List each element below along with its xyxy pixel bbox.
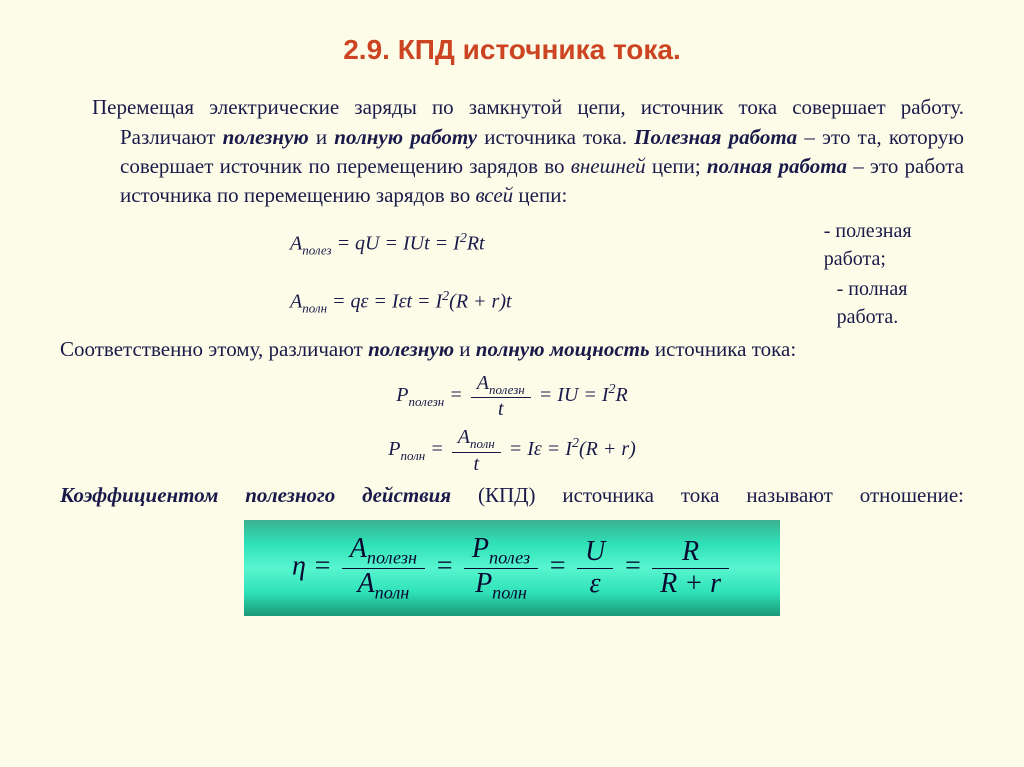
subscript: полезн [367, 548, 417, 568]
equation-full-power: Pполн = Aполн t = Iε = I2(R + r) [60, 426, 964, 474]
expr: = I [368, 291, 398, 313]
text: источника тока: [650, 337, 797, 361]
expr: = I [542, 438, 572, 460]
var: P [475, 568, 492, 599]
text: цепи; [646, 154, 707, 178]
var: A [350, 533, 367, 564]
var: U [577, 537, 613, 569]
text: полная работа [707, 154, 847, 178]
fraction: Aполезн t [471, 372, 531, 420]
expr: = q [327, 291, 361, 313]
text: внешней [571, 154, 646, 178]
text: Коэффициентом полезного действия [60, 483, 451, 507]
equation-desc: - полная работа. [837, 275, 964, 331]
fraction: Aполезн Aполн [342, 534, 425, 602]
var: P [388, 438, 400, 460]
text: всей [475, 183, 513, 207]
text: Полезная работа [634, 125, 797, 149]
text: Соответственно этому, различают [60, 337, 368, 361]
text: (КПД) источника тока называют отношение: [451, 483, 964, 507]
equation-useful-power: Pполезн = Aполезн t = IU = I2R [60, 372, 964, 420]
fraction: U ε [577, 537, 613, 600]
subscript: полезн [408, 394, 444, 409]
text: и [454, 337, 476, 361]
expr: (R + r) [579, 438, 636, 460]
equations-work: Aполез = qU = IUt = I2Rt - полезная рабо… [60, 217, 964, 331]
var: P [396, 384, 408, 406]
subscript: полн [375, 582, 410, 602]
superscript: 2 [609, 382, 616, 397]
expr: R + r [652, 569, 729, 600]
mid-paragraph: Соответственно этому, различают полезную… [60, 335, 964, 364]
subscript: полн [470, 436, 495, 451]
eta: η [292, 551, 306, 582]
var: A [477, 372, 489, 394]
expr: = I [504, 438, 534, 460]
superscript: 2 [460, 231, 467, 246]
text: и [309, 125, 335, 149]
var: A [357, 568, 374, 599]
subscript: полн [302, 301, 327, 316]
fraction: Pполез Pполн [464, 534, 538, 602]
subscript: полн [400, 448, 425, 463]
fraction: R R + r [652, 537, 729, 600]
equation-desc: - полезная работа; [824, 217, 964, 273]
page-title: 2.9. КПД источника тока. [60, 30, 964, 69]
var: P [472, 533, 489, 564]
var: t [471, 398, 531, 420]
efficiency-formula: η = Aполезн Aполн = Pполез Pполн = U ε =… [244, 520, 780, 616]
var: A [290, 291, 302, 313]
var: A [458, 426, 470, 448]
expr: = qU = IUt = I [332, 233, 460, 255]
text: цепи: [513, 183, 567, 207]
var: A [290, 233, 302, 255]
fraction: Aполн t [452, 426, 501, 474]
expr: R [616, 384, 628, 406]
text: полную работу [334, 125, 477, 149]
expr: Rt [467, 233, 485, 255]
epsilon: ε [577, 569, 613, 600]
expr: = IU = I [534, 384, 609, 406]
equation-useful-work: Aполез = qU = IUt = I2Rt [60, 229, 824, 260]
highlight-container: η = Aполезн Aполн = Pполез Pполн = U ε =… [60, 520, 964, 616]
subscript: полн [492, 582, 527, 602]
var: t [452, 453, 501, 475]
expr: (R + r)t [449, 291, 511, 313]
intro-paragraph: Перемещая электрические заряды по замкну… [120, 93, 964, 211]
text: полезную [223, 125, 309, 149]
subscript: полез [302, 243, 331, 258]
epsilon: ε [534, 438, 542, 460]
definition-paragraph: Коэффициентом полезного действия (КПД) и… [60, 481, 964, 510]
subscript: полезн [489, 382, 525, 397]
text: полную мощность [476, 337, 650, 361]
subscript: полез [489, 548, 530, 568]
var: R [652, 537, 729, 569]
text: источника тока. [477, 125, 634, 149]
superscript: 2 [572, 437, 579, 452]
equation-full-work: Aполн = qε = Iεt = I2(R + r)t [60, 287, 837, 318]
text: полезную [368, 337, 454, 361]
expr: t = I [406, 291, 442, 313]
